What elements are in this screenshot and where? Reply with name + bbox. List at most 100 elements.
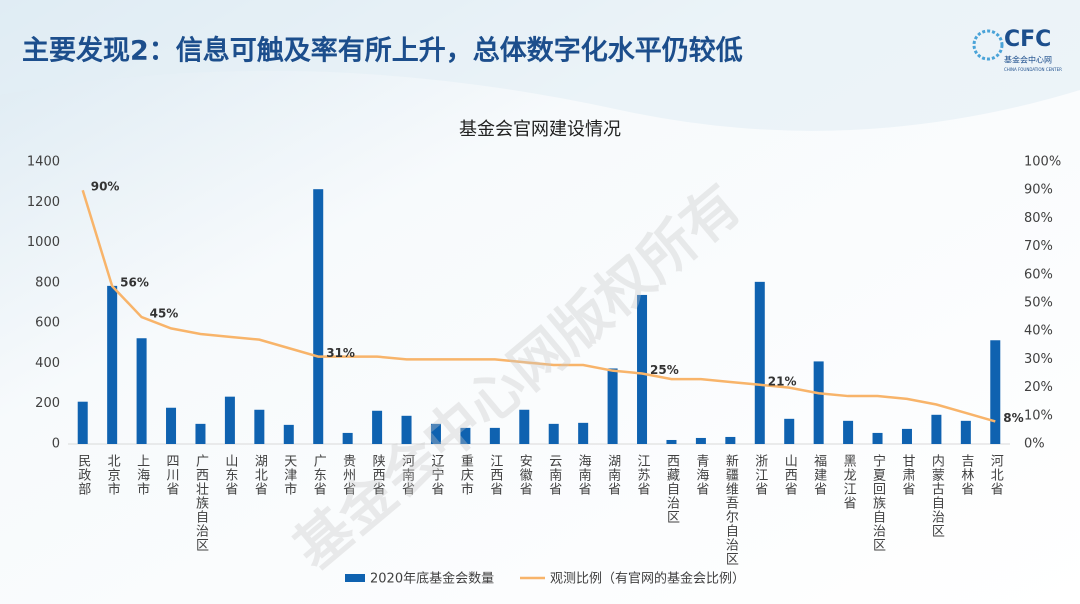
x-tick-label: 贵州省 (340, 454, 356, 496)
bar (430, 423, 441, 444)
bar (313, 189, 324, 444)
y2-tick-label: 60% (1024, 267, 1053, 282)
x-tick-label: 青海省 (693, 454, 709, 496)
bar (754, 281, 765, 444)
slide-title: 主要发现2：信息可触及率有所上升，总体数字化水平仍较低 (22, 35, 743, 67)
bar (489, 427, 500, 444)
bar (224, 396, 235, 444)
x-tick-label: 浙江省 (752, 454, 768, 496)
y2-tick-label: 10% (1024, 408, 1053, 423)
logo-text: CFC (1004, 27, 1051, 52)
x-tick-label: 江西省 (487, 454, 503, 496)
bar (77, 401, 88, 444)
bar (931, 414, 942, 444)
bar (960, 420, 971, 444)
bar (990, 340, 1001, 444)
logo: CFC 基金会中心网 CHINA FOUNDATION CENTER (972, 27, 1062, 72)
y2-tick-label: 30% (1024, 352, 1053, 367)
bar (342, 432, 353, 444)
bar (607, 368, 618, 444)
legend-swatch (345, 574, 365, 582)
bar (166, 407, 177, 444)
y-tick-label: 1400 (27, 155, 60, 170)
y2-tick-label: 0% (1024, 437, 1045, 452)
x-tick-label: 山东省 (222, 454, 238, 496)
x-tick-label: 湖北省 (252, 454, 268, 496)
data-label: 56% (120, 276, 149, 290)
logo-caption: CHINA FOUNDATION CENTER (1004, 67, 1062, 72)
data-label: 21% (768, 374, 797, 388)
y2-tick-label: 100% (1024, 155, 1061, 170)
x-tick-label: 河北省 (988, 454, 1004, 496)
x-tick-label: 新疆维吾尔自治区 (723, 453, 739, 566)
data-label: 25% (650, 363, 679, 377)
bar (195, 423, 206, 444)
x-tick-label: 民政部 (75, 454, 91, 496)
chart-title: 基金会官网建设情况 (459, 119, 621, 140)
bar (578, 422, 589, 444)
bar (843, 420, 854, 444)
x-tick-label: 吉林省 (958, 454, 974, 496)
x-tick-label: 天津市 (281, 454, 297, 496)
bar (666, 439, 677, 444)
x-tick-label: 云南省 (546, 454, 562, 496)
legend-label: 2020年底基金会数量 (370, 571, 494, 587)
y-tick-label: 400 (35, 356, 60, 371)
bar (548, 423, 559, 444)
bar (283, 424, 294, 444)
bar (460, 427, 471, 444)
legend-label: 观测比例（有官网的基金会比例） (550, 571, 745, 587)
data-label: 90% (91, 180, 120, 194)
x-tick-label: 内蒙古自治区 (929, 453, 945, 538)
bar (695, 437, 706, 444)
x-tick-label: 宁夏回族自治区 (870, 453, 886, 552)
bar (725, 436, 736, 444)
data-label: 31% (326, 346, 355, 360)
x-tick-label: 陕西省 (370, 454, 386, 496)
y2-tick-label: 80% (1024, 211, 1053, 226)
bar (901, 428, 912, 444)
background-swirl (0, 0, 1080, 131)
y2-tick-label: 40% (1024, 324, 1053, 339)
x-tick-label: 广西壮族自治区 (193, 454, 209, 552)
y-tick-label: 600 (35, 316, 60, 331)
bar (519, 409, 530, 444)
x-tick-label: 北京市 (105, 454, 121, 496)
x-tick-label: 甘肃省 (899, 454, 915, 496)
x-tick-label: 江苏省 (635, 454, 651, 496)
bar (813, 361, 824, 444)
y2-tick-label: 70% (1024, 239, 1053, 254)
line (81, 189, 996, 423)
x-tick-label: 黑龙江省 (841, 454, 857, 510)
y-tick-label: 200 (35, 396, 60, 411)
y-tick-label: 1000 (27, 235, 60, 250)
bar (637, 294, 648, 444)
data-label: 45% (150, 307, 179, 321)
bar (107, 285, 118, 444)
x-tick-label: 广东省 (311, 454, 327, 496)
y2-tick-label: 50% (1024, 296, 1053, 311)
bar (401, 415, 412, 444)
x-tick-label: 西藏自治区 (664, 454, 680, 524)
y-tick-label: 1200 (27, 195, 60, 210)
x-tick-label: 安徽省 (517, 454, 533, 496)
y2-tick-label: 20% (1024, 380, 1053, 395)
x-tick-label: 重庆市 (458, 453, 474, 496)
bar (784, 418, 795, 444)
logo-mark (972, 29, 1004, 61)
bar (136, 338, 147, 444)
x-tick-label: 湖南省 (605, 454, 621, 496)
data-label: 8% (1003, 411, 1023, 425)
x-tick-label: 河南省 (399, 454, 415, 496)
logo-subtitle: 基金会中心网 (1004, 55, 1052, 65)
y2-tick-label: 90% (1024, 183, 1053, 198)
x-tick-label: 山西省 (782, 454, 798, 496)
x-tick-label: 海南省 (576, 454, 592, 496)
y-tick-label: 0 (52, 437, 60, 452)
x-tick-label: 辽宁省 (428, 454, 444, 496)
x-tick-label: 福建省 (811, 454, 827, 496)
bar (872, 432, 883, 444)
x-tick-label: 四川省 (164, 454, 180, 496)
